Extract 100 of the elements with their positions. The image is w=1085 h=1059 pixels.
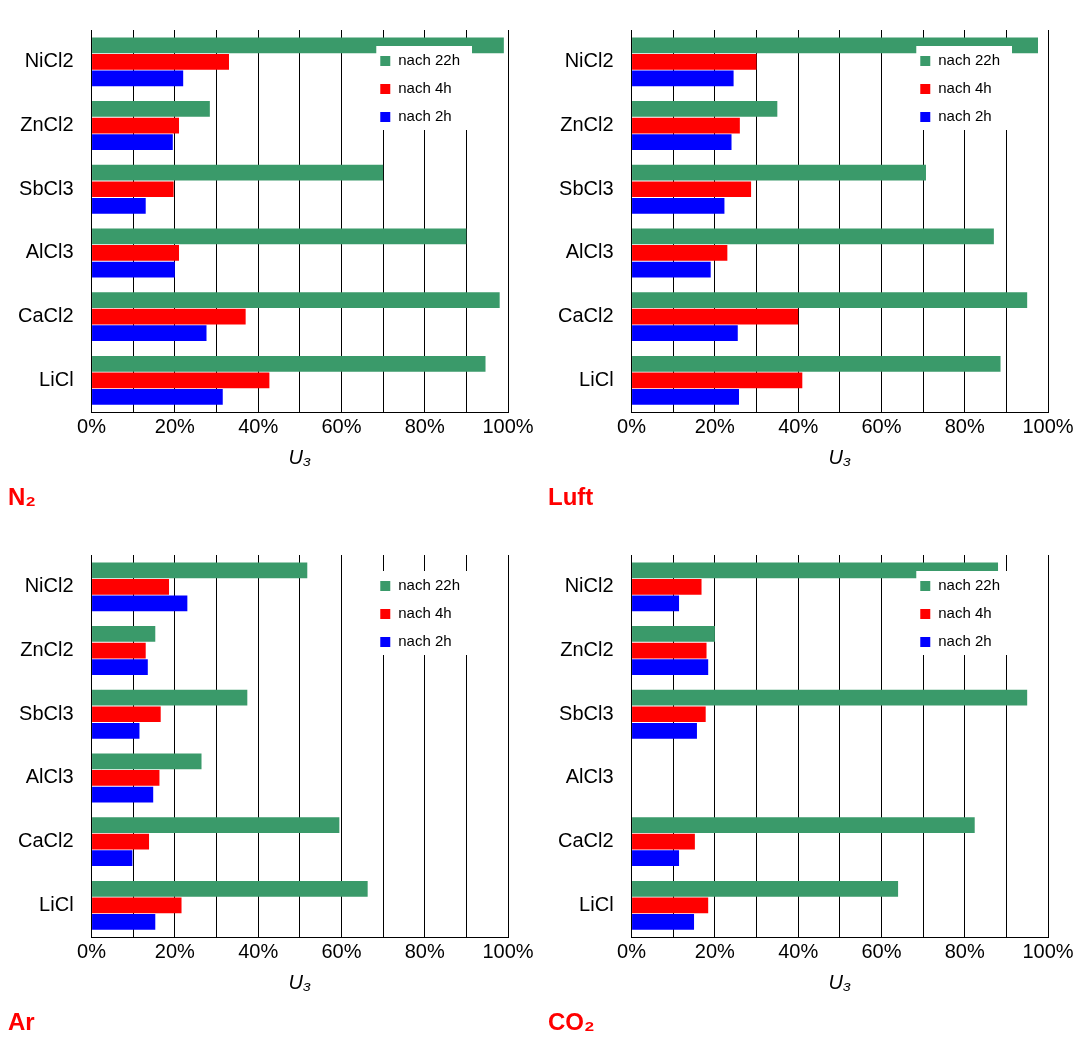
x-tick-label: 40% [778,939,819,962]
y-tick-label: CaCl2 [558,304,614,327]
y-tick-label: LiCl [39,367,74,390]
bar [92,689,248,706]
bar [632,101,778,117]
y-tick-label: CaCl2 [558,829,614,852]
x-tick-label: 20% [694,414,736,437]
x-tick-label: 40% [778,414,819,437]
bar [632,117,740,134]
x-tick-label: 20% [694,939,736,962]
bar [632,722,697,739]
legend-label: nach 4h [398,79,452,97]
x-axis-title: U₃ [828,445,852,468]
bar [632,134,732,150]
y-tick-label: ZnCl2 [560,638,614,661]
text: N₂ [8,483,36,511]
bar [632,562,999,579]
legend-label: nach 4h [938,79,992,97]
bar [632,325,738,342]
x-tick-label: 100% [482,414,534,437]
x-tick-label: 20% [154,414,196,437]
legend-label: nach 4h [938,604,992,622]
x-axis-title: U₃ [288,970,312,993]
legend-label: nach 22h [398,51,461,69]
bar [92,817,340,833]
bar [92,101,210,117]
bar [632,308,799,325]
bar [92,245,180,261]
y-tick-label: SbCl3 [19,701,74,724]
x-tick-label: 80% [404,939,445,962]
x-tick-label: 100% [482,939,534,962]
bar [632,897,709,914]
legend-label: nach 2h [938,632,992,650]
y-tick-label: LiCl [579,892,614,915]
bar [632,228,994,245]
y-tick-label: CaCl2 [18,829,74,852]
bar [632,245,728,261]
bar [632,850,680,867]
legend-label: nach 22h [938,51,1001,69]
bar [632,578,702,595]
x-tick-label: 20% [154,939,196,962]
bar [92,626,156,642]
bar [92,197,146,214]
x-tick-label: 0% [617,939,647,962]
bar [632,817,975,833]
bar [632,595,680,612]
y-tick-label: LiCl [579,367,614,390]
text: Luft [548,483,594,511]
text: Ar [8,1008,35,1036]
y-tick-label: SbCl3 [559,701,614,724]
bar [632,164,926,181]
y-tick-label: ZnCl2 [20,638,74,661]
y-tick-label: AlCl3 [25,240,74,263]
bar [92,70,184,87]
bar [632,659,709,675]
bar [632,626,715,642]
x-tick-label: 80% [404,414,445,437]
bar [92,578,170,595]
bar [632,880,899,897]
x-tick-label: 60% [861,939,902,962]
bar [92,372,270,389]
bar [632,37,1039,54]
x-tick-label: 100% [1022,414,1074,437]
bar [92,261,175,278]
y-tick-label: SbCl3 [19,176,74,199]
x-tick-label: 0% [77,414,107,437]
bar [92,355,486,372]
bar [92,833,150,850]
x-tick-label: 0% [77,939,107,962]
bar [92,134,173,150]
bar [632,914,695,930]
bar [92,897,182,914]
y-tick-label: AlCl3 [25,765,74,788]
bar [632,833,695,850]
x-axis-title: U₃ [828,970,852,993]
x-tick-label: 60% [321,939,362,962]
bar [92,642,146,659]
bar [92,389,223,405]
bar [632,197,725,214]
x-tick-label: 60% [861,414,902,437]
bar [632,372,803,389]
bar [92,595,188,612]
x-tick-label: 40% [238,939,279,962]
bar [632,181,752,198]
bar [92,880,368,897]
legend-label: nach 22h [398,576,461,594]
x-tick-label: 100% [1022,939,1074,962]
bar [92,722,140,739]
bar [92,37,504,54]
x-tick-label: 80% [944,939,985,962]
y-tick-label: AlCl3 [565,765,614,788]
legend-label: nach 22h [938,576,1001,594]
text: CO₂ [548,1008,595,1036]
y-tick-label: CaCl2 [18,304,74,327]
bar [632,642,707,659]
bar [632,389,740,405]
y-tick-label: NiCl2 [564,574,614,597]
bar [92,786,154,803]
bar [632,689,1028,706]
y-tick-label: NiCl2 [24,574,74,597]
